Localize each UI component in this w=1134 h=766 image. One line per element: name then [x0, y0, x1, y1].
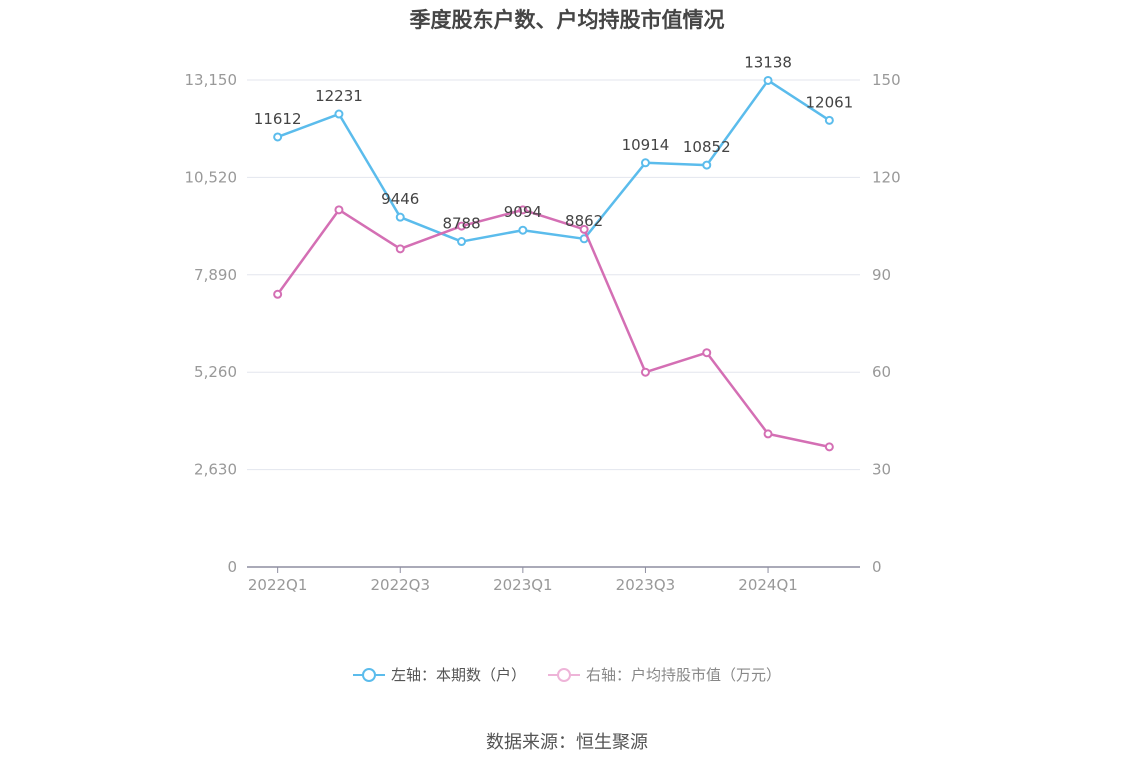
- x-tick-label: 2024Q1: [738, 576, 798, 594]
- data-label: 12231: [315, 87, 363, 105]
- data-point-right: [702, 348, 712, 358]
- data-point-left: [334, 109, 344, 119]
- data-point-left: [640, 158, 650, 168]
- data-label: 9446: [381, 190, 419, 208]
- legend-item-right-series[interactable]: 右轴：户均持股市值（万元）: [548, 664, 781, 685]
- data-point-right: [334, 205, 344, 215]
- data-point-right: [273, 289, 283, 299]
- data-point-right: [640, 367, 650, 377]
- y-tick-label-left: 10,520: [185, 168, 238, 186]
- data-point-left: [824, 115, 834, 125]
- y-tick-label-right: 0: [872, 558, 882, 576]
- x-tick-label: 2022Q1: [248, 576, 308, 594]
- data-label: 10852: [683, 138, 731, 156]
- legend-item-left-series[interactable]: 左轴：本期数（户）: [352, 664, 526, 685]
- data-point-right: [395, 244, 405, 254]
- series-lines: [273, 75, 834, 452]
- data-label: 8862: [565, 212, 603, 230]
- series-line-left: [277, 79, 831, 243]
- x-tick-label: 2023Q1: [493, 576, 553, 594]
- y-tick-label-left: 13,150: [185, 71, 238, 89]
- data-point-left: [763, 75, 773, 85]
- y-tick-label-right: 60: [872, 363, 891, 381]
- data-point-left: [395, 212, 405, 222]
- x-tick-label: 2022Q3: [370, 576, 430, 594]
- legend-swatch-left: [352, 665, 385, 685]
- y-tick-label-right: 90: [872, 266, 891, 284]
- axes: 0 0 2,630 30 5,260 60 7,890 90 10,520 120 13,150 15…: [185, 71, 901, 594]
- data-label: 12061: [805, 93, 853, 111]
- data-point-left: [518, 225, 528, 235]
- legend-label-right: 右轴：户均持股市值（万元）: [586, 666, 782, 684]
- data-point-right: [518, 205, 528, 215]
- data-point-left: [702, 160, 712, 170]
- data-label: 9094: [504, 203, 542, 221]
- data-point-right: [824, 442, 834, 452]
- data-point-right: [579, 224, 589, 234]
- source-note: 数据来源：恒生聚源: [486, 732, 648, 753]
- data-label: 13138: [744, 53, 792, 71]
- legend: 左轴：本期数（户） 右轴：户均持股市值（万元）: [0, 664, 1134, 685]
- data-labels: 11612 12231 9446 8788 9094 8862 10914 10852 1313…: [254, 53, 853, 232]
- y-tick-label-right: 30: [872, 461, 891, 479]
- legend-label-left: 左轴：本期数（户）: [390, 666, 526, 684]
- data-label: 8788: [442, 215, 480, 233]
- gridlines: [247, 79, 860, 471]
- data-point-right: [763, 429, 773, 439]
- series-line-right: [276, 208, 830, 449]
- y-tick-label-left: 7,890: [194, 266, 237, 284]
- data-point-left: [457, 237, 467, 247]
- data-point-left: [273, 132, 283, 142]
- y-tick-label-left: 5,260: [194, 363, 237, 381]
- data-point-right: [457, 221, 467, 231]
- x-tick-label: 2023Q3: [616, 576, 676, 594]
- chart-title: 季度股东户数、户均持股市值情况: [409, 8, 725, 32]
- y-tick-label-right: 120: [872, 168, 901, 186]
- y-tick-label-left: 0: [227, 558, 237, 576]
- data-label: 11612: [254, 110, 302, 128]
- y-tick-label-right: 150: [872, 71, 901, 89]
- legend-swatch-right: [548, 665, 580, 685]
- data-label: 10914: [622, 136, 670, 154]
- plot-area: 0 0 2,630 30 5,260 60 7,890 90 10,520 120 13,150 15…: [185, 53, 901, 594]
- y-tick-label-left: 2,630: [194, 461, 237, 479]
